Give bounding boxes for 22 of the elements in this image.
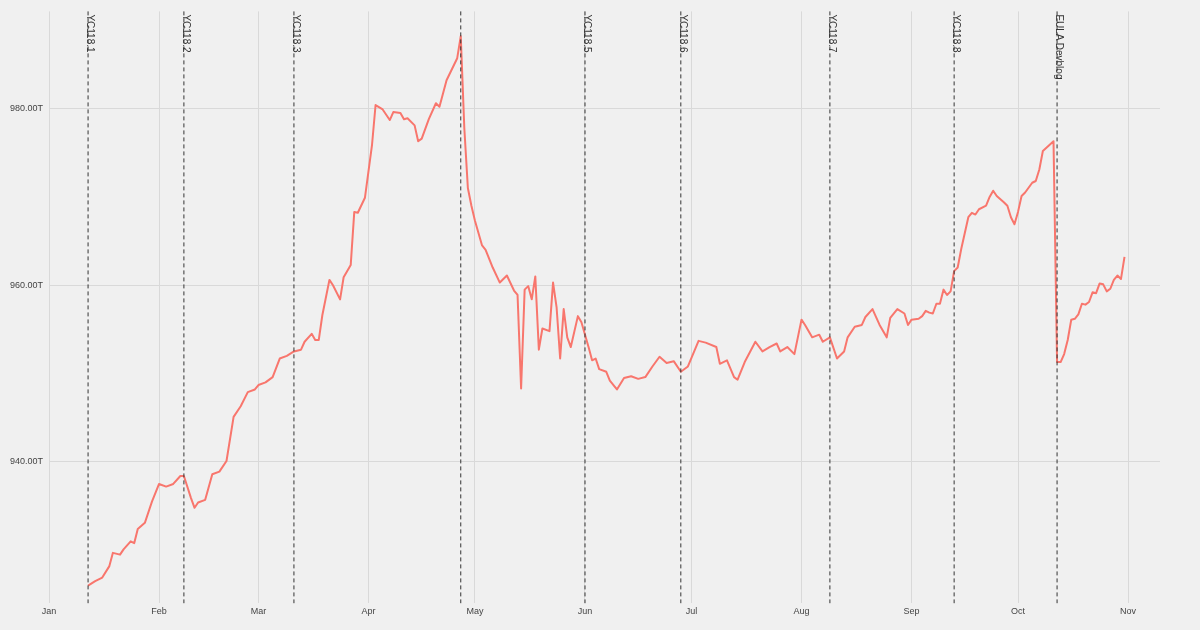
x-tick-label: Jun — [577, 606, 593, 617]
x-tick-label: Nov — [1120, 606, 1137, 617]
x-tick-label: Apr — [361, 606, 376, 617]
ref-line-label: EULA Devblog — [1054, 14, 1066, 80]
ref-line-label: YC118.3 — [291, 14, 303, 54]
ref-line-label: YC118.7 — [827, 14, 839, 54]
y-tick-label: 980.00T — [9, 103, 44, 114]
x-tick-label: Aug — [793, 606, 810, 617]
x-tick-label: Jul — [685, 606, 698, 617]
x-tick-label: Jan — [41, 606, 57, 617]
ref-line-label: YC118.2 — [181, 14, 193, 54]
x-tick-label: Feb — [151, 606, 167, 617]
x-tick-label: Oct — [1011, 606, 1026, 617]
y-tick-label: 960.00T — [9, 279, 44, 290]
ref-line-label: YC118.1 — [85, 14, 97, 54]
x-tick-label: Mar — [250, 606, 267, 617]
y-tick-label: 940.00T — [9, 456, 44, 467]
ref-line-label: YC118.8 — [951, 14, 963, 54]
x-tick-label: Sep — [903, 606, 920, 617]
ref-line-label: YC118.6 — [678, 14, 690, 54]
x-tick-label: May — [466, 606, 484, 617]
ref-line-label: YC118.5 — [582, 14, 594, 54]
